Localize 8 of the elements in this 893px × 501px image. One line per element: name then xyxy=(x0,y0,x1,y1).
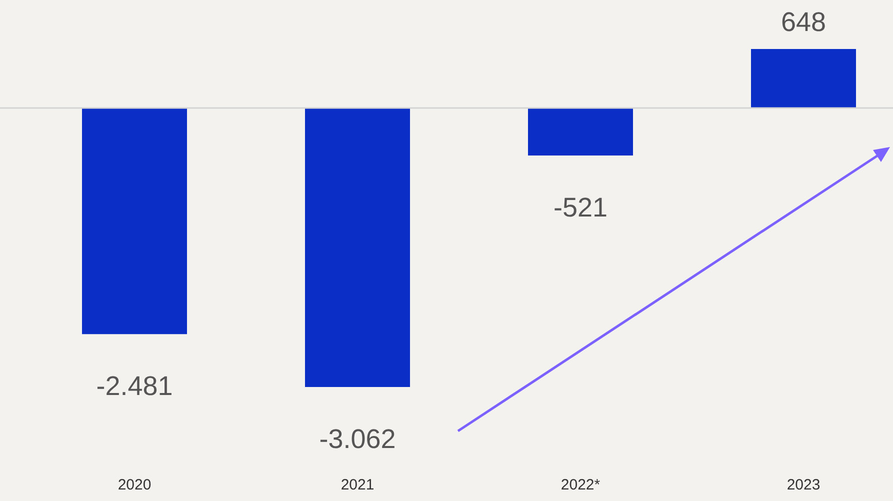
x-tick-label: 2021 xyxy=(340,476,374,494)
data-label: -521 xyxy=(553,192,608,222)
x-tick-label: 2020 xyxy=(118,476,152,494)
x-tick-label: 2023 xyxy=(786,476,820,494)
data-label: -2.481 xyxy=(96,371,173,402)
x-tick-label: 2022* xyxy=(560,476,600,494)
data-label: 648 xyxy=(780,7,826,37)
data-label: -3.062 xyxy=(319,424,396,454)
